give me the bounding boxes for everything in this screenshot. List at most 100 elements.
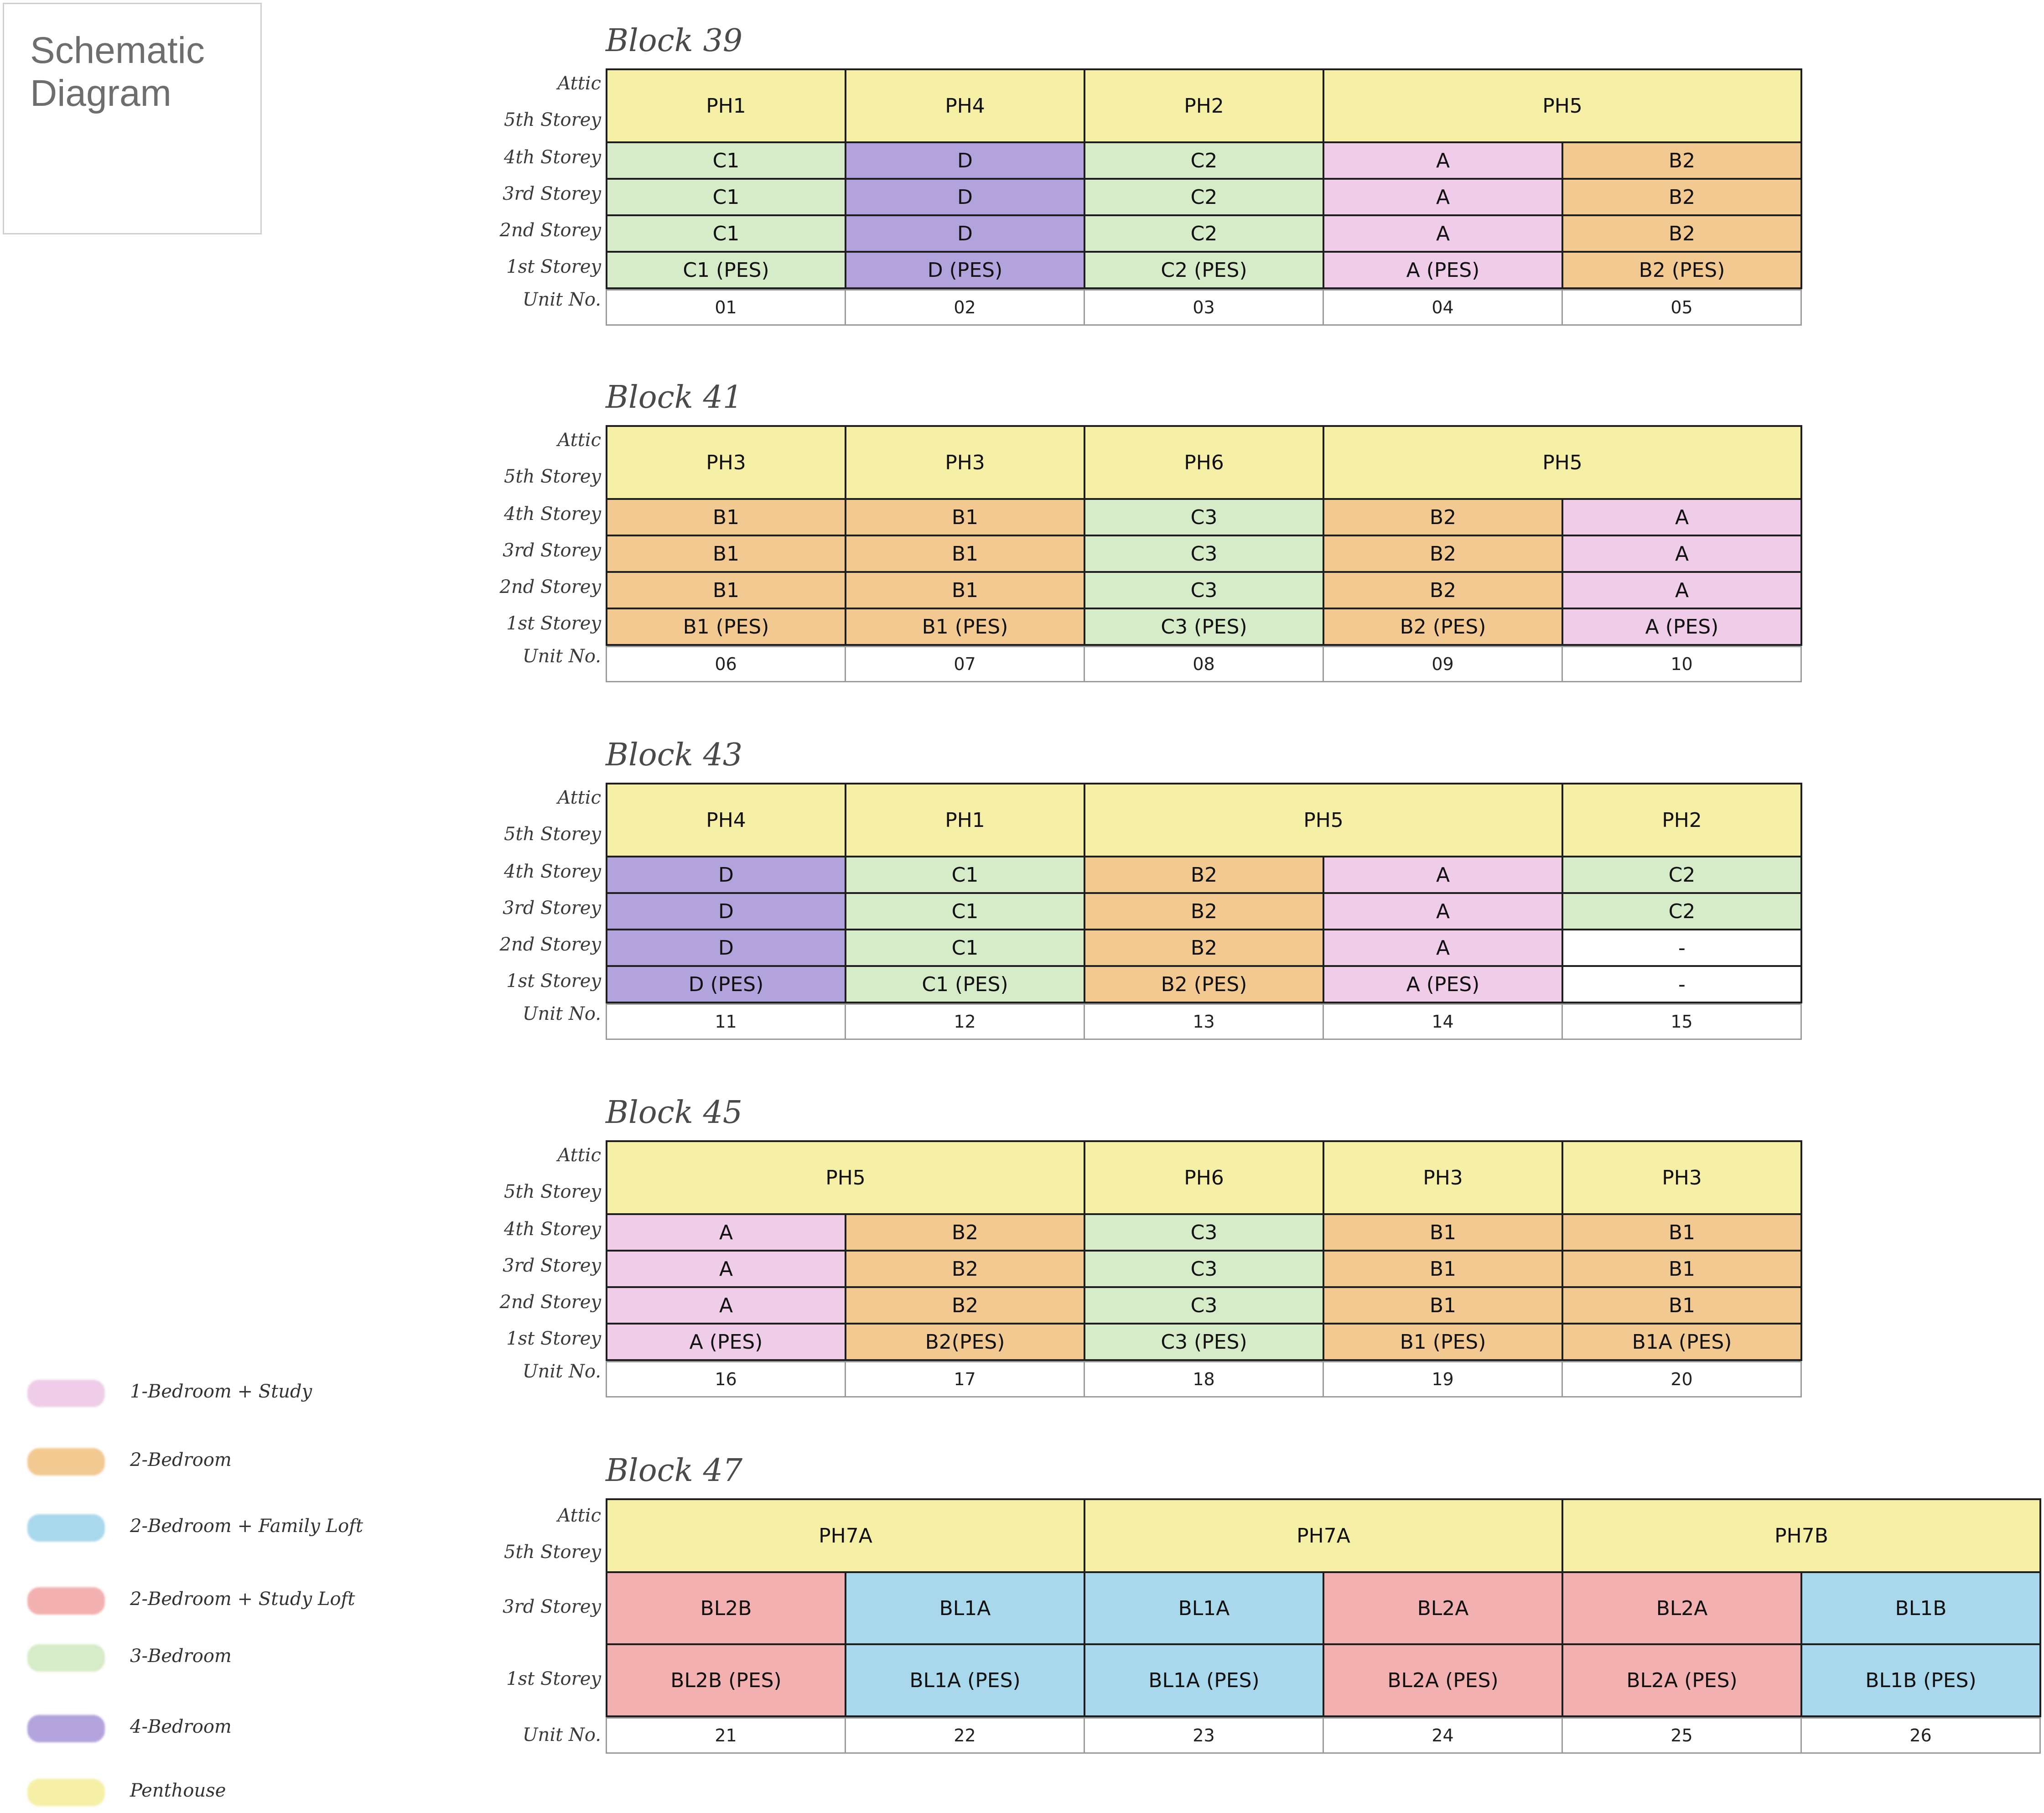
unit-type-cell: A: [1562, 535, 1802, 573]
unit-type-cell: C2: [1084, 178, 1324, 216]
unit-number-cell: 04: [1323, 289, 1563, 326]
unit-type-cell: C2 (PES): [1084, 251, 1324, 289]
unit-number-cell: 21: [606, 1717, 846, 1754]
unit-type-cell: B2: [1084, 856, 1324, 894]
legend-label: Penthouse: [130, 1780, 226, 1801]
unit-type-cell: D: [845, 178, 1085, 216]
unit-type-cell: C1: [845, 892, 1085, 930]
unit-type-cell: C1: [606, 214, 846, 253]
unit-number-cell: 18: [1084, 1361, 1324, 1397]
unit-number-cell: 25: [1562, 1717, 1802, 1754]
unit-type-cell: D: [845, 141, 1085, 180]
unit-type-cell: D: [606, 892, 846, 930]
row-label-s3: 3rd Storey: [503, 540, 601, 561]
row-label-attic: Attic: [557, 1145, 601, 1166]
unit-type-cell: A: [1562, 571, 1802, 609]
row-label-s1: 1st Storey: [506, 1328, 601, 1349]
row-label-s3: 3rd Storey: [503, 898, 601, 919]
row-label-unit: Unit No.: [522, 1361, 601, 1382]
legend-swatch: [27, 1715, 105, 1742]
legend-item: 3-Bedroom: [27, 1637, 347, 1678]
legend-item: 2-Bedroom: [27, 1441, 347, 1482]
unit-type-cell: C3: [1084, 1213, 1324, 1252]
row-label-s4: 4th Storey: [504, 147, 601, 168]
unit-type-cell: A: [1323, 856, 1563, 894]
unit-type-cell: B1 (PES): [606, 608, 846, 646]
penthouse-cell: PH2: [1084, 68, 1324, 143]
block-title: Block 45: [606, 1095, 743, 1131]
unit-type-cell: C2: [1084, 141, 1324, 180]
unit-type-cell: B2: [1562, 214, 1802, 253]
unit-number-cell: 13: [1084, 1003, 1324, 1040]
unit-type-cell: A: [606, 1286, 846, 1325]
unit-type-cell: B1: [606, 535, 846, 573]
unit-type-cell: A: [1323, 892, 1563, 930]
row-label-s4: 4th Storey: [504, 861, 601, 882]
penthouse-cell: PH6: [1084, 425, 1324, 500]
row-label-s5: 5th Storey: [504, 466, 601, 487]
row-label-s1: 1st Storey: [506, 971, 601, 992]
row-label-s1: 1st Storey: [506, 613, 601, 634]
unit-type-cell: C3 (PES): [1084, 608, 1324, 646]
row-label-s4: 4th Storey: [504, 504, 601, 525]
unit-type-cell: BL1A: [845, 1571, 1085, 1645]
row-label-s2: 2nd Storey: [499, 1292, 601, 1313]
unit-type-cell: A: [1323, 141, 1563, 180]
unit-type-cell: A: [1323, 929, 1563, 967]
legend-item: Penthouse: [27, 1772, 347, 1813]
row-label-attic: Attic: [557, 430, 601, 451]
row-label-unit: Unit No.: [522, 646, 601, 667]
unit-type-cell: B2: [1323, 535, 1563, 573]
unit-type-cell: C3: [1084, 1250, 1324, 1288]
legend-swatch: [27, 1644, 105, 1672]
unit-type-cell: D: [606, 856, 846, 894]
unit-type-cell: C1: [845, 856, 1085, 894]
unit-type-cell: A: [606, 1250, 846, 1288]
unit-number-cell: 07: [845, 646, 1085, 682]
unit-type-cell: C2: [1562, 856, 1802, 894]
row-label-unit: Unit No.: [522, 1725, 601, 1745]
row-label-attic: Attic: [557, 787, 601, 808]
unit-type-cell: C3: [1084, 571, 1324, 609]
unit-number-cell: 19: [1323, 1361, 1563, 1397]
unit-type-cell: B2: [845, 1213, 1085, 1252]
unit-type-cell: A: [1562, 498, 1802, 536]
unit-type-cell: B1: [1323, 1213, 1563, 1252]
unit-type-cell: BL2B (PES): [606, 1643, 846, 1717]
row-label-s1: 1st Storey: [506, 256, 601, 277]
unit-type-cell: B2 (PES): [1084, 965, 1324, 1003]
unit-type-cell: B2 (PES): [1323, 608, 1563, 646]
unit-type-cell: B1: [1323, 1286, 1563, 1325]
unit-type-cell: B1: [1562, 1286, 1802, 1325]
legend-label: 2-Bedroom + Study Loft: [130, 1589, 355, 1610]
block-title: Block 39: [606, 23, 743, 59]
unit-type-cell: B1A (PES): [1562, 1323, 1802, 1361]
unit-type-cell: BL1B: [1800, 1571, 2041, 1645]
block-title: Block 47: [606, 1453, 743, 1489]
unit-type-cell: BL1B (PES): [1800, 1643, 2041, 1717]
unit-number-cell: 26: [1800, 1717, 2041, 1754]
unit-type-cell: B1: [845, 571, 1085, 609]
unit-type-cell: C1 (PES): [845, 965, 1085, 1003]
unit-type-cell: BL2A (PES): [1323, 1643, 1563, 1717]
unit-number-cell: 23: [1084, 1717, 1324, 1754]
unit-number-cell: 15: [1562, 1003, 1802, 1040]
unit-type-cell: B2(PES): [845, 1323, 1085, 1361]
unit-type-cell: C1: [606, 141, 846, 180]
unit-type-cell: D (PES): [845, 251, 1085, 289]
unit-type-cell: C3 (PES): [1084, 1323, 1324, 1361]
unit-number-cell: 02: [845, 289, 1085, 326]
row-label-s3: 3rd Storey: [503, 183, 601, 204]
unit-number-cell: 10: [1562, 646, 1802, 682]
penthouse-cell: PH4: [606, 783, 846, 857]
unit-type-cell: BL2A: [1562, 1571, 1802, 1645]
unit-number-cell: 05: [1562, 289, 1802, 326]
penthouse-cell: PH4: [845, 68, 1085, 143]
diagram-title: Schematic Diagram: [30, 30, 205, 114]
unit-type-cell: C3: [1084, 1286, 1324, 1325]
unit-type-cell: B1 (PES): [1323, 1323, 1563, 1361]
unit-type-cell: B2: [845, 1286, 1085, 1325]
unit-number-cell: 24: [1323, 1717, 1563, 1754]
unit-type-cell: B2: [1084, 929, 1324, 967]
penthouse-cell: PH2: [1562, 783, 1802, 857]
